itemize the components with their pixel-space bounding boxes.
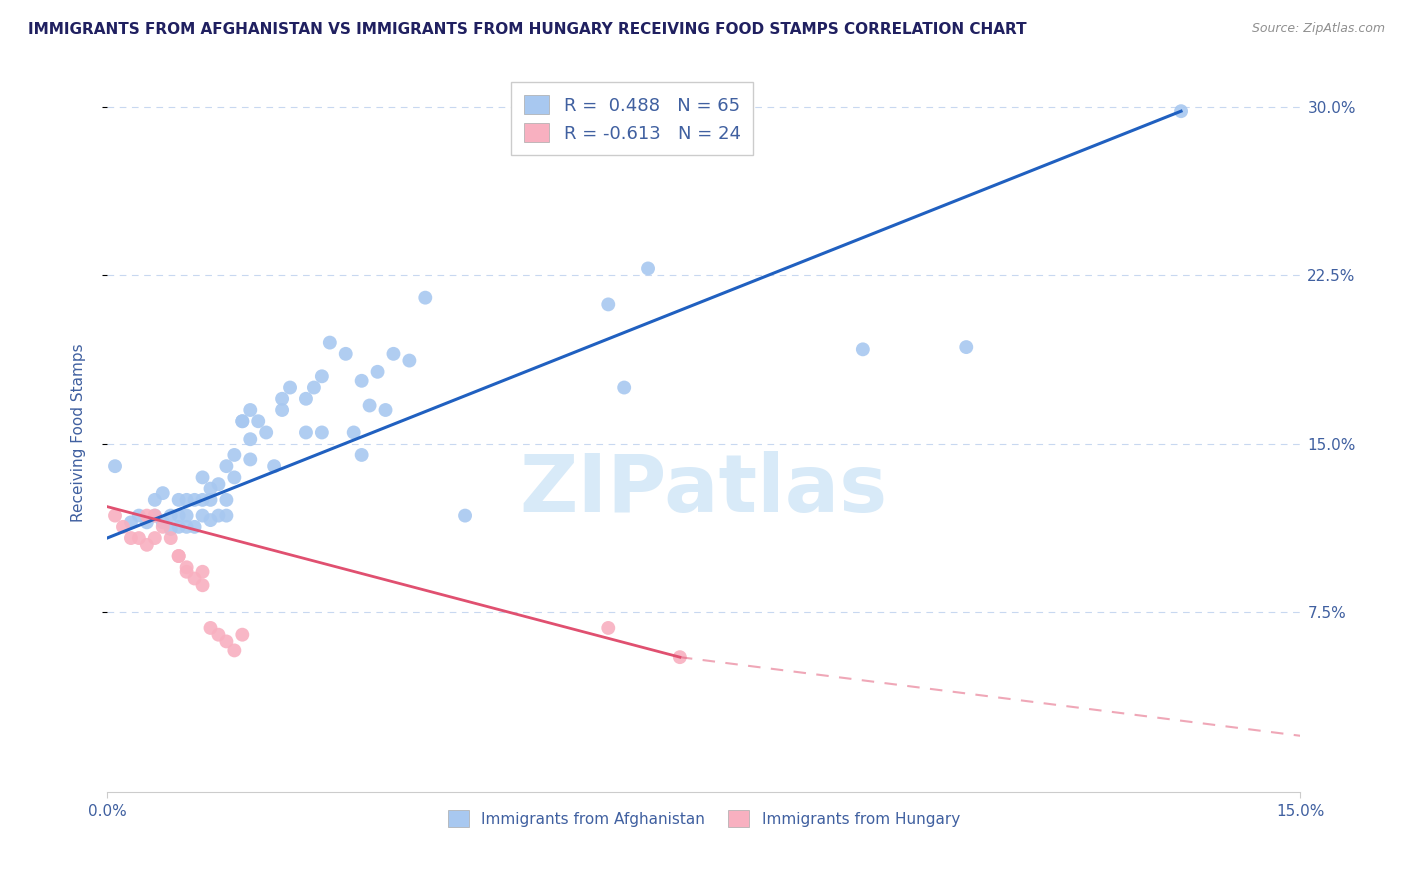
Point	[278, 380, 301, 394]
Point	[176, 560, 198, 574]
Point	[1170, 104, 1192, 119]
Point	[613, 380, 636, 394]
Point	[183, 520, 205, 534]
Point	[128, 531, 150, 545]
Point	[167, 520, 190, 534]
Point	[343, 425, 366, 440]
Point	[669, 650, 692, 665]
Point	[239, 432, 262, 446]
Point	[104, 508, 127, 523]
Point	[359, 399, 381, 413]
Point	[263, 459, 285, 474]
Point	[104, 459, 127, 474]
Point	[135, 538, 157, 552]
Point	[350, 374, 373, 388]
Point	[143, 531, 166, 545]
Point	[135, 516, 157, 530]
Point	[191, 508, 214, 523]
Point	[271, 403, 294, 417]
Point	[224, 448, 246, 462]
Point	[413, 291, 436, 305]
Point	[167, 549, 190, 563]
Point	[167, 508, 190, 523]
Point	[152, 516, 174, 530]
Point	[128, 508, 150, 523]
Point	[207, 477, 229, 491]
Point	[231, 414, 253, 428]
Point	[598, 621, 620, 635]
Point	[215, 508, 238, 523]
Point	[311, 425, 333, 440]
Point	[207, 508, 229, 523]
Point	[183, 492, 205, 507]
Point	[231, 414, 253, 428]
Point	[311, 369, 333, 384]
Point	[224, 470, 246, 484]
Point	[176, 565, 198, 579]
Point	[159, 531, 181, 545]
Point	[319, 335, 342, 350]
Point	[955, 340, 977, 354]
Point	[852, 343, 875, 357]
Point	[191, 470, 214, 484]
Point	[191, 578, 214, 592]
Point	[215, 492, 238, 507]
Point	[183, 572, 205, 586]
Point	[176, 492, 198, 507]
Point	[239, 452, 262, 467]
Point	[295, 392, 318, 406]
Point	[271, 392, 294, 406]
Point	[135, 508, 157, 523]
Point	[200, 492, 222, 507]
Point	[295, 425, 318, 440]
Point	[367, 365, 389, 379]
Text: IMMIGRANTS FROM AFGHANISTAN VS IMMIGRANTS FROM HUNGARY RECEIVING FOOD STAMPS COR: IMMIGRANTS FROM AFGHANISTAN VS IMMIGRANT…	[28, 22, 1026, 37]
Point	[159, 508, 181, 523]
Point	[191, 492, 214, 507]
Point	[167, 549, 190, 563]
Text: Source: ZipAtlas.com: Source: ZipAtlas.com	[1251, 22, 1385, 36]
Point	[637, 261, 659, 276]
Point	[143, 492, 166, 507]
Point	[231, 628, 253, 642]
Point	[200, 513, 222, 527]
Point	[167, 492, 190, 507]
Point	[120, 516, 142, 530]
Point	[302, 380, 325, 394]
Point	[374, 403, 396, 417]
Point	[143, 508, 166, 523]
Point	[215, 459, 238, 474]
Point	[152, 520, 174, 534]
Point	[200, 482, 222, 496]
Point	[224, 643, 246, 657]
Y-axis label: Receiving Food Stamps: Receiving Food Stamps	[72, 343, 86, 522]
Point	[111, 520, 134, 534]
Point	[254, 425, 277, 440]
Legend: Immigrants from Afghanistan, Immigrants from Hungary: Immigrants from Afghanistan, Immigrants …	[440, 803, 967, 835]
Point	[176, 520, 198, 534]
Point	[191, 565, 214, 579]
Point	[159, 522, 181, 536]
Point	[239, 403, 262, 417]
Point	[176, 508, 198, 523]
Point	[152, 486, 174, 500]
Point	[350, 448, 373, 462]
Point	[335, 347, 357, 361]
Point	[120, 531, 142, 545]
Point	[454, 508, 477, 523]
Point	[247, 414, 270, 428]
Point	[598, 297, 620, 311]
Text: ZIPatlas: ZIPatlas	[520, 451, 887, 529]
Point	[398, 353, 420, 368]
Point	[382, 347, 405, 361]
Point	[215, 634, 238, 648]
Point	[143, 508, 166, 523]
Point	[200, 621, 222, 635]
Point	[207, 628, 229, 642]
